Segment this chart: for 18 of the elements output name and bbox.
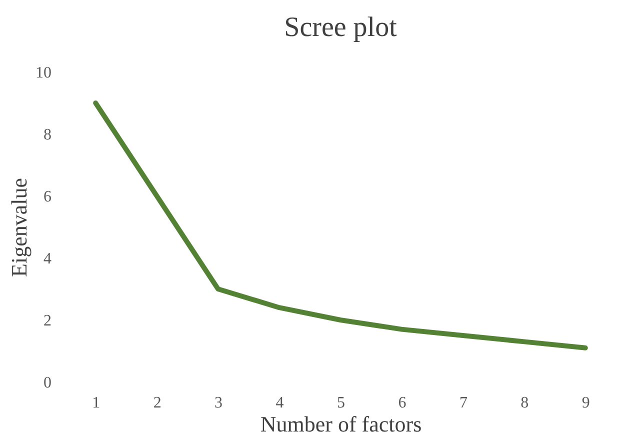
- x-tick-label: 3: [214, 394, 223, 412]
- x-tick-label: 1: [92, 394, 100, 412]
- x-tick-label: 7: [459, 394, 468, 412]
- y-tick-label: 8: [44, 126, 52, 144]
- y-tick-label: 4: [44, 250, 52, 268]
- y-tick-label: 10: [36, 64, 52, 82]
- x-tick-label: 6: [398, 394, 406, 412]
- y-tick-label: 2: [44, 312, 52, 330]
- y-axis-title: Eigenvalue: [6, 178, 32, 277]
- x-tick-label: 8: [520, 394, 529, 412]
- y-tick-label: 6: [44, 188, 52, 206]
- x-tick-label: 4: [276, 394, 284, 412]
- x-tick-label: 5: [337, 394, 345, 412]
- x-axis-title: Number of factors: [260, 412, 422, 436]
- x-tick-label: 2: [153, 394, 162, 412]
- chart-title: Scree plot: [284, 12, 398, 43]
- y-tick-label: 0: [44, 374, 52, 392]
- x-tick-label: 9: [582, 394, 590, 412]
